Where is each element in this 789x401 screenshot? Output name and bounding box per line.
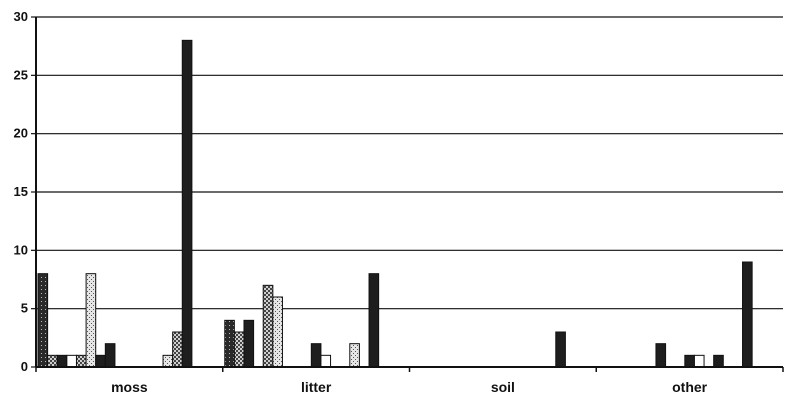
bar-moss-15 <box>172 331 183 368</box>
bars <box>37 39 753 368</box>
y-tick-label: 0 <box>21 359 28 374</box>
bar-litter-6 <box>272 296 283 368</box>
bar-litter-11 <box>320 354 332 368</box>
bar-litter-5 <box>262 284 274 368</box>
bar-moss-3 <box>56 354 68 368</box>
bar-litter-3 <box>243 319 255 368</box>
category-label-litter: litter <box>301 379 332 395</box>
bar-moss-7 <box>95 354 106 368</box>
category-label-moss: moss <box>111 379 148 395</box>
bar-soil-16 <box>555 331 566 368</box>
bar-litter-1 <box>224 319 235 368</box>
x-tick-labels: moss litter soil other <box>111 379 708 395</box>
bar-other-13 <box>713 354 724 368</box>
bar-other-16 <box>742 261 753 368</box>
bar-litter-10 <box>310 343 322 368</box>
y-tick-label: 25 <box>14 67 28 82</box>
bar-moss-16 <box>181 39 193 368</box>
bar-moss-1 <box>37 273 49 368</box>
bar-moss-6 <box>85 273 97 368</box>
bar-moss-5 <box>75 354 87 368</box>
bar-litter-14 <box>349 343 360 368</box>
bar-moss-2 <box>47 354 58 368</box>
gridlines <box>36 16 783 310</box>
y-tick-label: 30 <box>14 9 28 24</box>
bar-other-11 <box>693 354 705 368</box>
y-tick-label: 5 <box>21 301 28 316</box>
y-tick-label: 10 <box>14 242 28 257</box>
bar-moss-8 <box>104 343 116 368</box>
y-tick-label: 15 <box>14 184 28 199</box>
bar-moss-4 <box>66 354 77 368</box>
bar-litter-16 <box>368 273 380 368</box>
axes <box>31 16 784 372</box>
bar-other-10 <box>684 354 695 368</box>
bar-other-7 <box>655 343 667 368</box>
category-label-other: other <box>672 379 708 395</box>
bar-moss-14 <box>162 354 174 368</box>
category-label-soil: soil <box>491 379 515 395</box>
bar-litter-2 <box>233 331 245 368</box>
y-tick-labels: 0 5 10 15 20 25 30 <box>14 9 28 374</box>
y-tick-label: 20 <box>14 126 28 141</box>
